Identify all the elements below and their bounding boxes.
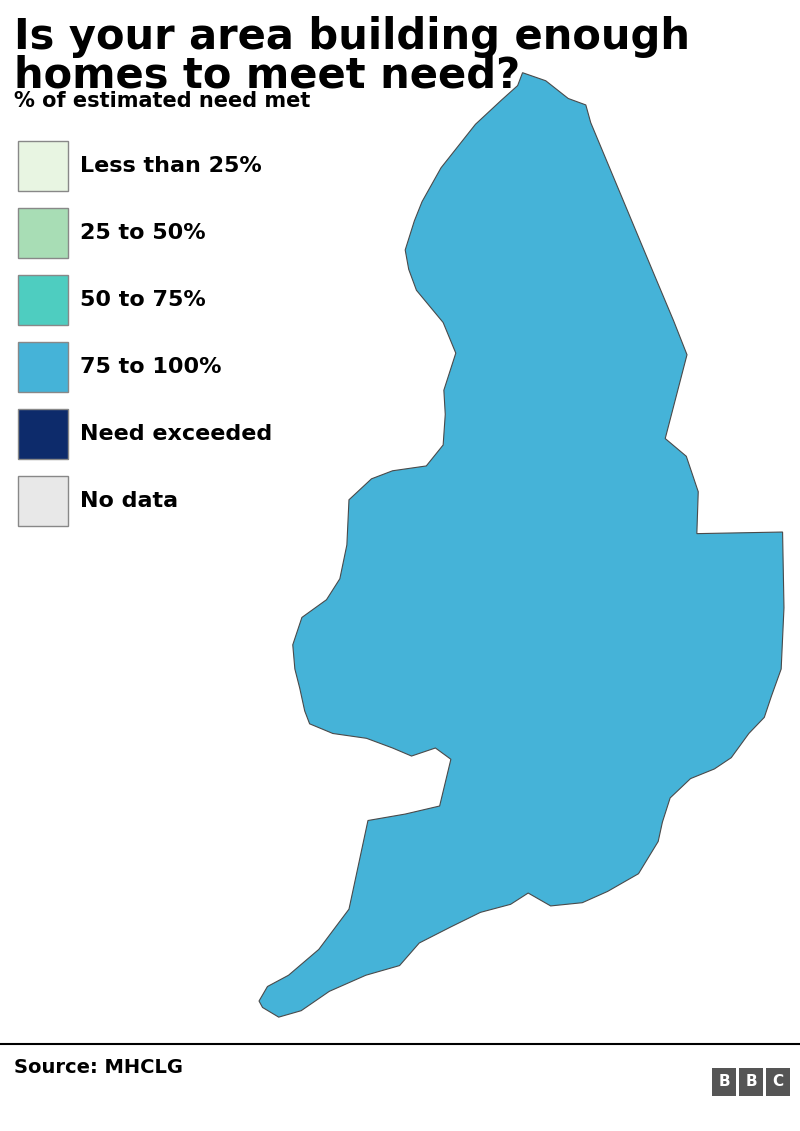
Bar [18, 141, 68, 191]
Text: Is your area building enough: Is your area building enough [14, 16, 690, 58]
Text: B: B [745, 1074, 757, 1089]
Text: No data: No data [80, 491, 178, 511]
Text: homes to meet need?: homes to meet need? [14, 55, 520, 97]
Text: % of estimated need met: % of estimated need met [14, 90, 310, 111]
Text: Source: MHCLG: Source: MHCLG [14, 1057, 183, 1077]
Bar [18, 275, 68, 325]
Text: Less than 25%: Less than 25% [80, 156, 262, 176]
Text: 50 to 75%: 50 to 75% [80, 290, 206, 310]
Text: Need exceeded: Need exceeded [80, 424, 272, 444]
Bar [18, 208, 68, 258]
Text: 25 to 50%: 25 to 50% [80, 223, 206, 243]
Text: 75 to 100%: 75 to 100% [80, 357, 222, 377]
Text: C: C [773, 1074, 783, 1089]
Bar [18, 409, 68, 459]
Bar [712, 1068, 736, 1096]
Polygon shape [259, 72, 784, 1017]
Bar [739, 1068, 763, 1096]
Text: B: B [718, 1074, 730, 1089]
Bar [766, 1068, 790, 1096]
Bar [18, 342, 68, 392]
Bar [18, 476, 68, 526]
